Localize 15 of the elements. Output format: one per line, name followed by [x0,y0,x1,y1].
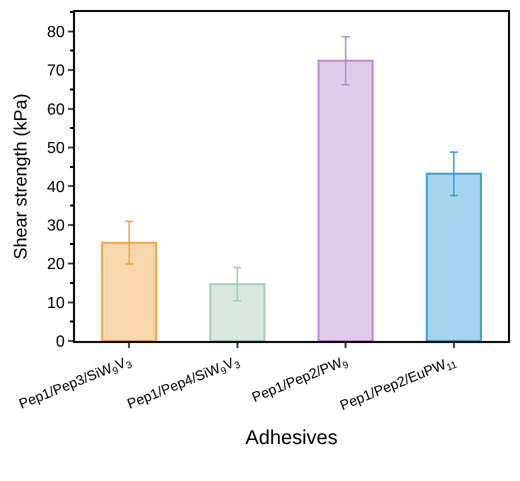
bar [209,283,266,341]
bar [101,242,158,341]
bar [318,60,374,341]
y-tick-label: 50 [47,140,65,158]
y-tick-label: 80 [47,24,65,41]
x-axis-title: Adhesives [245,426,338,449]
y-tick-label: 30 [47,217,65,234]
y-tick-label: 70 [47,62,65,80]
y-tick-label: 60 [47,101,65,118]
y-tick-label: 0 [56,334,65,351]
y-tick-label: 20 [47,256,65,274]
y-tick-label: 40 [47,178,65,196]
bar [426,172,482,341]
y-tick-label: 10 [47,294,65,312]
y-axis-title: Shear strength (kPa) [10,93,31,260]
